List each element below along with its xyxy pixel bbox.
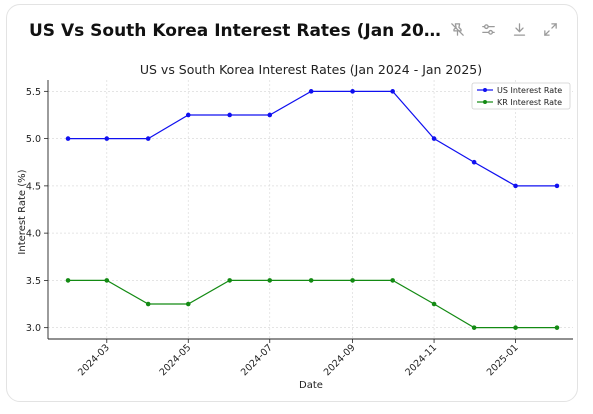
kr-data-point bbox=[308, 278, 314, 283]
legend-box bbox=[471, 82, 571, 110]
us-data-point bbox=[350, 89, 355, 94]
x-ticks: 2024-03 2024-05 2024-07 2024-09 2024-11 2025-… bbox=[76, 339, 521, 378]
y-tick-label: 5.5 bbox=[26, 87, 41, 98]
kr-data-point bbox=[471, 325, 477, 330]
kr-data-point bbox=[145, 301, 151, 307]
y-tick-label: 3.5 bbox=[26, 276, 41, 287]
kr-data-point bbox=[390, 278, 395, 283]
x-tick-label: 2024-07 bbox=[239, 342, 275, 378]
kr-legend-label: KR Interest Rate bbox=[497, 98, 562, 107]
pin-off-icon[interactable] bbox=[449, 21, 466, 38]
us-data-point bbox=[227, 112, 232, 118]
chart-legend: US Interest Rate KR Interest Rate bbox=[471, 82, 571, 110]
y-ticks: 3.0 3.5 4.0 4.5 5.0 5.5 bbox=[26, 87, 48, 334]
card-header: US Vs South Korea Interest Rates (Jan 20… bbox=[29, 19, 563, 49]
us-data-point bbox=[390, 89, 395, 94]
x-tick-label: 2024-11 bbox=[403, 342, 439, 378]
us-data-point bbox=[471, 159, 477, 165]
card-toolbar bbox=[449, 21, 559, 45]
y-tick-label: 4.5 bbox=[26, 181, 41, 192]
kr-data-point bbox=[104, 278, 110, 283]
us-data-point bbox=[185, 112, 191, 118]
x-tick-label: 2024-03 bbox=[76, 342, 112, 378]
x-tick-label: 2025-01 bbox=[485, 342, 521, 378]
us-legend-label: US Interest Rate bbox=[497, 86, 562, 95]
chart-grid bbox=[48, 80, 573, 339]
us-data-point bbox=[308, 89, 314, 94]
download-icon[interactable] bbox=[511, 21, 528, 38]
x-tick-label: 2024-05 bbox=[158, 342, 194, 378]
y-tick-label: 4.0 bbox=[26, 229, 41, 240]
chart-series bbox=[65, 89, 560, 330]
sliders-icon[interactable] bbox=[480, 21, 497, 38]
kr-data-point bbox=[227, 278, 232, 283]
kr-data-point bbox=[350, 278, 355, 283]
chart-axes bbox=[47, 80, 573, 340]
kr-data-point bbox=[431, 301, 437, 307]
us-data-point bbox=[104, 136, 110, 141]
chart-title: US vs South Korea Interest Rates (Jan 20… bbox=[140, 62, 482, 77]
kr-legend-marker bbox=[483, 100, 487, 104]
x-axis-label: Date bbox=[299, 380, 323, 391]
us-data-point bbox=[513, 183, 518, 189]
y-axis-label: Interest Rate (%) bbox=[17, 169, 28, 254]
y-tick-label: 3.0 bbox=[26, 323, 41, 334]
kr-data-point bbox=[513, 325, 518, 330]
us-data-point bbox=[431, 136, 437, 141]
chart-card: US Vs South Korea Interest Rates (Jan 20… bbox=[6, 4, 578, 402]
kr-data-point bbox=[185, 301, 191, 307]
us-data-point bbox=[145, 136, 151, 141]
us-legend-marker bbox=[483, 88, 487, 92]
us-data-point bbox=[554, 183, 560, 189]
y-tick-label: 5.0 bbox=[26, 134, 41, 145]
expand-icon[interactable] bbox=[542, 21, 559, 38]
us-data-point bbox=[65, 136, 71, 141]
kr-data-point bbox=[65, 278, 71, 283]
kr-data-point bbox=[267, 278, 273, 283]
x-tick-label: 2024-09 bbox=[322, 342, 358, 378]
us-data-point bbox=[267, 112, 273, 118]
kr-series-line bbox=[68, 279, 557, 329]
kr-data-point bbox=[554, 325, 560, 330]
